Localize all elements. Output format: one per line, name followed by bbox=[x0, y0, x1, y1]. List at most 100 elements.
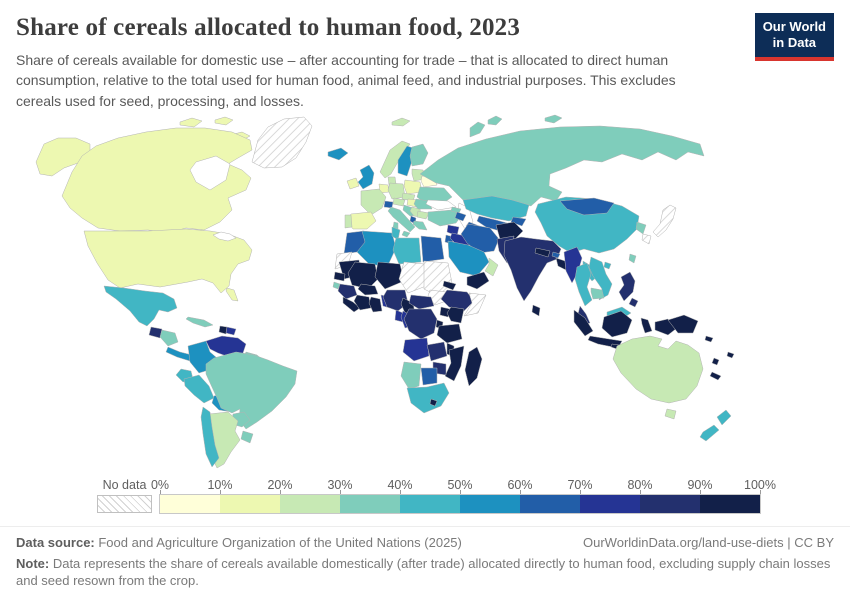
country-north-korea[interactable] bbox=[635, 221, 647, 235]
country-botswana[interactable] bbox=[420, 367, 438, 386]
country-sudan[interactable] bbox=[423, 260, 453, 297]
country-sri-lanka[interactable] bbox=[531, 304, 541, 317]
country-ethiopia[interactable] bbox=[440, 289, 475, 312]
country-dominican-republic[interactable] bbox=[225, 326, 237, 336]
country-austria[interactable] bbox=[392, 197, 406, 207]
country-guatemala[interactable] bbox=[148, 326, 163, 339]
country-iran[interactable] bbox=[460, 223, 500, 254]
country-taiwan[interactable] bbox=[628, 253, 637, 264]
country-kyrgyzstan[interactable] bbox=[510, 216, 527, 227]
legend-bin-20-30%[interactable] bbox=[280, 495, 340, 513]
country-kenya[interactable] bbox=[446, 306, 465, 324]
legend-bin-0-10%[interactable] bbox=[160, 495, 220, 513]
country-greece[interactable] bbox=[412, 220, 428, 231]
country-us-florida[interactable] bbox=[225, 287, 239, 302]
country-madagascar[interactable] bbox=[464, 346, 483, 387]
country-cambodia[interactable] bbox=[590, 287, 605, 300]
legend-no-data-swatch[interactable] bbox=[97, 495, 152, 513]
country-mexico[interactable] bbox=[103, 285, 178, 327]
country-ghana[interactable] bbox=[368, 296, 383, 313]
country-tasmania[interactable] bbox=[664, 408, 677, 420]
country-bulgaria[interactable] bbox=[416, 210, 430, 220]
country-niger[interactable] bbox=[374, 261, 405, 290]
country-india[interactable] bbox=[503, 236, 562, 302]
country-cuba[interactable] bbox=[185, 316, 214, 328]
country-mozambique[interactable] bbox=[444, 345, 465, 382]
legend-tick-notch bbox=[700, 490, 701, 495]
country-bhutan[interactable] bbox=[551, 251, 561, 259]
country-yemen[interactable] bbox=[466, 271, 490, 290]
country-burkina-faso[interactable] bbox=[357, 283, 379, 296]
country-ireland[interactable] bbox=[346, 177, 360, 190]
country-egypt[interactable] bbox=[420, 235, 445, 263]
legend-bin-70-80%[interactable] bbox=[580, 495, 640, 513]
country-south-africa[interactable] bbox=[406, 382, 450, 414]
country-canada[interactable] bbox=[61, 127, 253, 234]
country-cote-divoire[interactable] bbox=[353, 294, 372, 311]
legend-bin-60-70%[interactable] bbox=[520, 495, 580, 513]
country-chile[interactable] bbox=[200, 406, 220, 468]
country-honduras[interactable] bbox=[159, 329, 179, 347]
country-namibia[interactable] bbox=[400, 361, 422, 390]
country-papua-new-guinea[interactable] bbox=[667, 314, 699, 334]
country-south-korea[interactable] bbox=[641, 233, 652, 245]
country-sierra-leone-liberia[interactable] bbox=[342, 296, 361, 313]
country-poland[interactable] bbox=[403, 179, 423, 195]
country-dr-congo[interactable] bbox=[403, 308, 438, 340]
country-finland[interactable] bbox=[409, 143, 429, 167]
country-guinea-bissau[interactable] bbox=[332, 281, 341, 290]
country-philippines[interactable] bbox=[618, 271, 639, 308]
country-chad[interactable] bbox=[398, 261, 427, 294]
country-russia[interactable] bbox=[419, 125, 705, 207]
country-united-kingdom[interactable] bbox=[357, 164, 375, 190]
country-lesotho[interactable] bbox=[429, 398, 438, 407]
country-eritrea[interactable] bbox=[442, 280, 457, 291]
country-thailand[interactable] bbox=[574, 262, 593, 307]
country-nepal[interactable] bbox=[534, 247, 551, 258]
country-hainan[interactable] bbox=[603, 261, 612, 270]
country-svalbard[interactable] bbox=[391, 117, 411, 127]
country-mongolia[interactable] bbox=[559, 197, 615, 216]
country-libya[interactable] bbox=[392, 237, 422, 265]
country-brazil[interactable] bbox=[205, 351, 298, 430]
chart-footer: Data source: Food and Agriculture Organi… bbox=[0, 526, 850, 590]
country-germany[interactable] bbox=[387, 182, 406, 200]
country-somalia[interactable] bbox=[463, 292, 487, 317]
legend-bin-50-60%[interactable] bbox=[460, 495, 520, 513]
country-japan[interactable] bbox=[652, 204, 677, 238]
country-switzerland[interactable] bbox=[383, 200, 394, 209]
country-afghanistan[interactable] bbox=[495, 221, 524, 242]
country-tanzania[interactable] bbox=[436, 323, 463, 344]
legend-bin-30-40%[interactable] bbox=[340, 495, 400, 513]
legend-bin-10-20%[interactable] bbox=[220, 495, 280, 513]
country-zambia[interactable] bbox=[426, 341, 448, 362]
country-haiti[interactable] bbox=[218, 325, 228, 335]
country-peru[interactable] bbox=[183, 374, 215, 404]
country-central-african-republic[interactable] bbox=[408, 294, 435, 310]
legend-bin-80-90%[interactable] bbox=[640, 495, 700, 513]
country-azerbaijan[interactable] bbox=[454, 211, 467, 222]
country-angola[interactable] bbox=[402, 337, 430, 362]
country-france[interactable] bbox=[360, 188, 387, 216]
country-solomon-islands[interactable] bbox=[704, 335, 714, 343]
country-new-caledonia[interactable] bbox=[709, 371, 722, 381]
country-new-zealand[interactable] bbox=[699, 409, 732, 442]
country-greenland[interactable] bbox=[251, 116, 313, 169]
country-iceland[interactable] bbox=[327, 147, 349, 161]
country-fiji[interactable] bbox=[726, 351, 735, 359]
country-uruguay[interactable] bbox=[240, 430, 254, 444]
legend-bin-90-100%[interactable] bbox=[700, 495, 760, 513]
country-saudi-arabia[interactable] bbox=[447, 240, 490, 277]
legend-bin-40-50%[interactable] bbox=[400, 495, 460, 513]
country-australia[interactable] bbox=[612, 335, 704, 404]
country-portugal[interactable] bbox=[344, 214, 353, 229]
owid-link[interactable]: OurWorldinData.org/land-use-diets bbox=[583, 535, 784, 550]
country-oman[interactable] bbox=[484, 257, 499, 277]
country-vanuatu[interactable] bbox=[711, 357, 720, 366]
country-guinea[interactable] bbox=[337, 283, 358, 300]
country-novaya-zemlya[interactable] bbox=[469, 114, 563, 138]
country-senegal[interactable] bbox=[333, 271, 346, 282]
country-costa-rica-panama[interactable] bbox=[165, 346, 193, 362]
country-italy[interactable] bbox=[387, 206, 416, 238]
country-bangladesh[interactable] bbox=[555, 257, 567, 271]
